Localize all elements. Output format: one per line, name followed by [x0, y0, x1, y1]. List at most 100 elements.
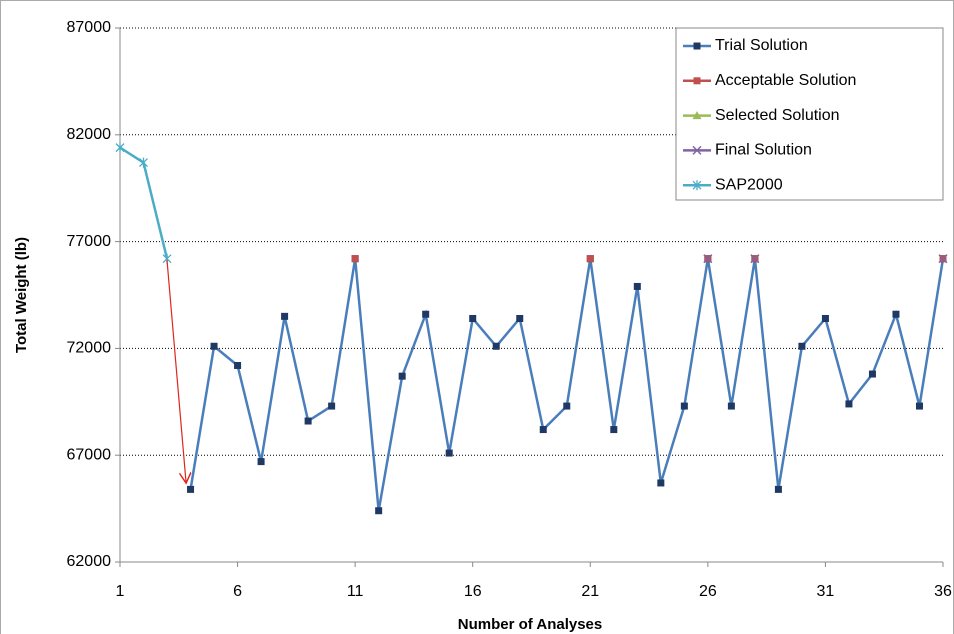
marker	[539, 426, 547, 434]
marker	[798, 342, 806, 350]
series-line	[189, 258, 945, 511]
marker	[115, 142, 125, 153]
x-tick-label: 16	[464, 583, 482, 600]
legend-label: SAP2000	[715, 176, 783, 193]
marker	[821, 314, 829, 322]
y-tick-label: 67000	[67, 446, 112, 463]
marker	[375, 507, 383, 515]
marker	[750, 254, 760, 264]
marker	[915, 402, 923, 410]
marker-square	[445, 449, 453, 457]
marker	[234, 361, 242, 369]
marker-square	[210, 342, 218, 350]
marker-x	[938, 254, 948, 264]
marker	[445, 449, 453, 457]
marker	[586, 255, 594, 263]
marker	[492, 342, 500, 350]
x-tick-label: 1	[116, 583, 125, 600]
marker-square	[774, 485, 782, 493]
marker	[304, 417, 312, 425]
marker-square	[422, 310, 430, 318]
marker-square	[586, 255, 594, 263]
marker	[563, 402, 571, 410]
y-tick-label: 77000	[67, 233, 112, 250]
marker	[657, 479, 665, 487]
marker	[938, 254, 948, 264]
y-axis-title: Total Weight (lb)	[13, 237, 30, 353]
marker	[774, 485, 782, 493]
marker-square	[187, 485, 195, 493]
marker	[693, 42, 701, 50]
marker	[692, 145, 702, 155]
x-tick-label: 6	[233, 583, 242, 600]
x-tick-label: 21	[581, 583, 599, 600]
marker	[692, 180, 702, 191]
marker-square	[868, 370, 876, 378]
legend-label: Acceptable Solution	[715, 72, 856, 89]
legend-label: Selected Solution	[715, 107, 840, 124]
marker-square	[469, 314, 477, 322]
y-tick-label: 82000	[67, 126, 112, 143]
marker-triangle	[692, 111, 702, 120]
marker-square	[516, 314, 524, 322]
marker-square	[328, 402, 336, 410]
marker-square	[351, 255, 359, 263]
marker	[281, 312, 289, 320]
marker-square	[375, 507, 383, 515]
marker-square	[693, 77, 701, 85]
marker-square	[304, 417, 312, 425]
marker-square	[539, 426, 547, 434]
marker-square	[657, 479, 665, 487]
marker	[693, 77, 701, 85]
marker	[868, 370, 876, 378]
marker-square	[633, 282, 641, 290]
marker-star	[115, 142, 125, 153]
legend: Trial Solution Acceptable Solution Selecte…	[675, 27, 944, 201]
marker-square	[398, 372, 406, 380]
marker-square	[845, 400, 853, 408]
marker-square	[563, 402, 571, 410]
legend-label: Trial Solution	[715, 37, 808, 54]
marker	[692, 111, 702, 120]
marker	[422, 310, 430, 318]
marker-x	[750, 254, 760, 264]
marker-square	[234, 361, 242, 369]
marker	[328, 402, 336, 410]
marker-x	[703, 254, 713, 264]
marker-square	[693, 42, 701, 50]
marker	[845, 400, 853, 408]
marker	[633, 282, 641, 290]
marker-square	[798, 342, 806, 350]
x-tick-label: 31	[817, 583, 835, 600]
marker	[257, 458, 265, 466]
marker-square	[892, 310, 900, 318]
marker-square	[281, 312, 289, 320]
x-tick-label: 26	[699, 583, 717, 600]
marker	[139, 157, 148, 168]
marker	[892, 310, 900, 318]
legend-label: Final Solution	[715, 142, 812, 159]
legend-box	[675, 27, 944, 201]
marker-star	[139, 157, 148, 168]
marker-square	[680, 402, 688, 410]
marker-square	[915, 402, 923, 410]
marker-square	[821, 314, 829, 322]
marker	[187, 485, 195, 493]
annotation-arrow	[166, 259, 186, 482]
x-tick-label: 11	[347, 583, 364, 600]
marker-x	[692, 145, 702, 155]
marker	[680, 402, 688, 410]
y-tick-label: 72000	[67, 340, 112, 357]
y-tick-label: 87000	[67, 19, 112, 36]
marker-square	[610, 426, 618, 434]
marker	[610, 426, 618, 434]
marker	[516, 314, 524, 322]
marker-square	[257, 458, 265, 466]
x-tick-label: 36	[934, 583, 952, 600]
marker	[398, 372, 406, 380]
marker	[351, 255, 359, 263]
y-tick-label: 62000	[67, 553, 112, 570]
marker-star	[692, 180, 702, 191]
